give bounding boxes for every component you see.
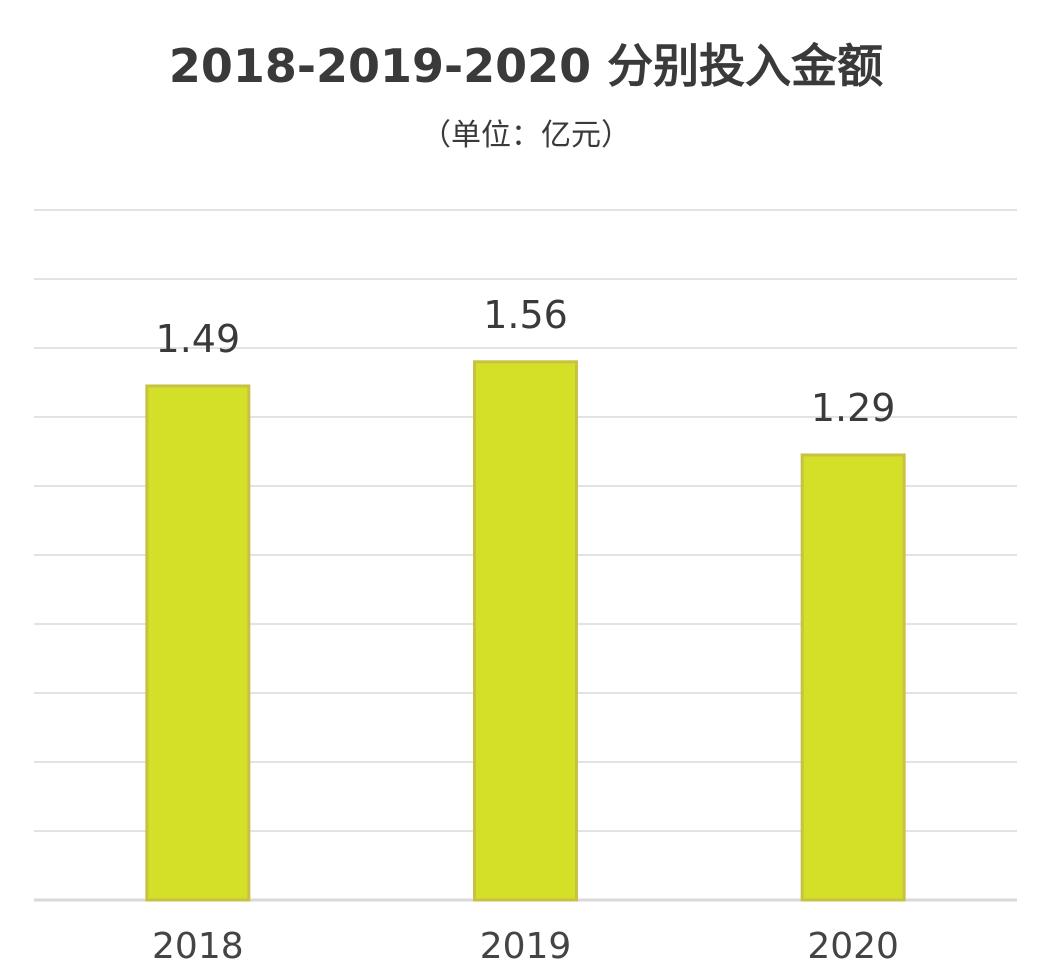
x-tick-label-2020: 2020 [807, 926, 899, 967]
bars [145, 360, 906, 902]
bar-2018 [145, 384, 251, 902]
data-labels: 1.49 1.56 1.29 [156, 293, 896, 430]
chart-subtitle: （单位：亿元） [421, 118, 631, 153]
data-label-2019: 1.56 [483, 293, 568, 337]
chart-title: 2018-2019-2020 分别投入金额 [169, 39, 883, 93]
bar-2020 [800, 453, 906, 902]
x-tick-label-2018: 2018 [152, 926, 244, 967]
data-label-2018: 1.49 [156, 317, 241, 361]
x-axis-tick-labels: 2018 2019 2020 [152, 926, 899, 967]
data-label-2020: 1.29 [811, 386, 896, 430]
x-tick-label-2019: 2019 [480, 926, 572, 967]
bar-2019 [473, 360, 578, 902]
